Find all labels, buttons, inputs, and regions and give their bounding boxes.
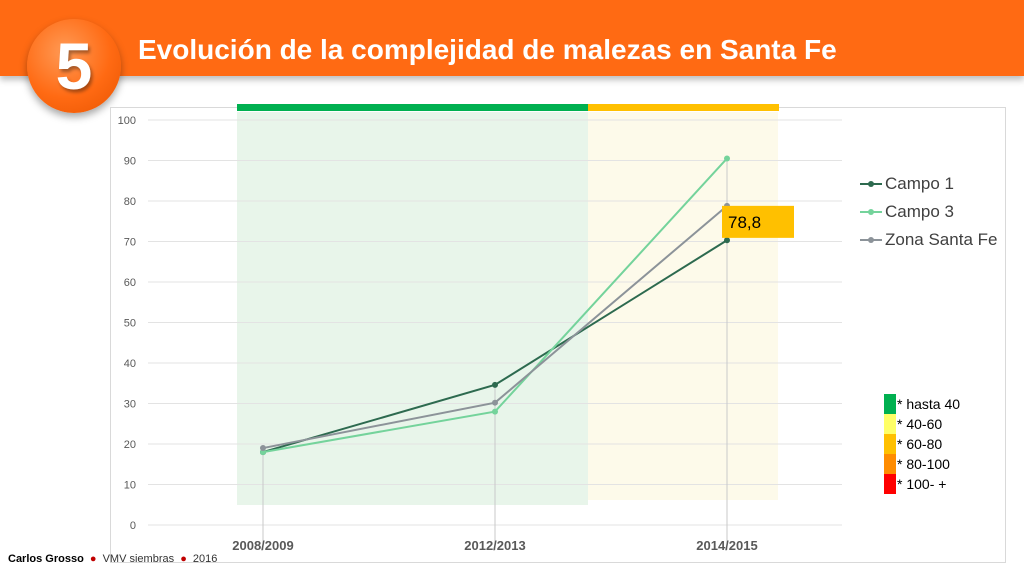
y-tick-label: 100 (118, 115, 136, 127)
footer-separator: ● (180, 553, 187, 565)
y-tick-label: 70 (124, 237, 136, 249)
legend-label-campo-1: Campo 1 (885, 174, 954, 193)
y-tick-label: 80 (124, 196, 136, 208)
scale-label: * 80-100 (897, 456, 950, 472)
scale-row-hasta-40: * hasta 40 (884, 394, 960, 414)
x-tick-label: 2014/2015 (696, 538, 757, 553)
legend-swatch-campo-3 (860, 209, 882, 215)
scale-swatch (884, 394, 896, 414)
chart-legend: Campo 1 Campo 3 Zona Santa Fe (860, 170, 997, 254)
scale-swatch (884, 454, 896, 474)
legend-label-campo-3: Campo 3 (885, 202, 954, 221)
scale-row-40-60: * 40-60 (884, 414, 960, 434)
legend-swatch-zona-santa-fe (860, 237, 882, 243)
legend-item-zona-santa-fe: Zona Santa Fe (860, 226, 997, 254)
annotation-label: 78,8 (728, 213, 761, 232)
footer-org: VMV siembras (102, 553, 175, 565)
scale-row-100-plus: * 100- + (884, 474, 960, 494)
y-tick-label: 90 (124, 156, 136, 168)
scale-swatch (884, 474, 896, 494)
y-tick-label: 10 (124, 480, 136, 492)
annotation-box (722, 205, 794, 238)
data-point (492, 399, 498, 406)
legend-item-campo-3: Campo 3 (860, 198, 997, 226)
slide-title: Evolución de la complejidad de malezas e… (138, 34, 837, 65)
data-point (260, 445, 266, 452)
legend-label-zona-santa-fe: Zona Santa Fe (885, 230, 998, 249)
data-point (492, 408, 498, 415)
slide-number-badge: 5 (27, 19, 121, 113)
data-point (724, 237, 730, 244)
scale-label: * 40-60 (897, 416, 943, 432)
slide-number: 5 (55, 29, 93, 103)
complexity-scale-legend: * hasta 40 * 40-60 * 60-80 * 80-100 * 10… (884, 394, 960, 494)
scale-row-60-80: * 60-80 (884, 434, 960, 454)
scale-label: * 100- + (897, 476, 947, 492)
y-tick-label: 0 (130, 520, 136, 532)
footer-year: 2016 (192, 553, 218, 565)
period-band (237, 112, 588, 505)
title-bar: Evolución de la complejidad de malezas e… (0, 0, 1024, 76)
y-tick-label: 60 (124, 277, 136, 289)
scale-swatch (884, 414, 896, 434)
y-tick-label: 50 (124, 318, 136, 330)
y-tick-label: 40 (124, 358, 136, 370)
footer: Carlos Grosso ● VMV siembras ● 2016 (8, 553, 217, 565)
data-point (492, 381, 498, 388)
y-tick-label: 20 (124, 439, 136, 451)
y-tick-label: 30 (124, 399, 136, 411)
period-bar (588, 104, 779, 111)
legend-swatch-campo-1 (860, 181, 882, 187)
data-point (724, 155, 730, 162)
legend-item-campo-1: Campo 1 (860, 170, 997, 198)
x-tick-label: 2008/2009 (232, 538, 293, 553)
scale-swatch (884, 434, 896, 454)
scale-label: * hasta 40 (897, 396, 961, 412)
period-band (588, 112, 778, 500)
footer-author: Carlos Grosso (8, 553, 84, 565)
x-tick-label: 2012/2013 (464, 538, 525, 553)
footer-separator: ● (89, 553, 97, 565)
scale-label: * 60-80 (897, 436, 943, 452)
scale-row-80-100: * 80-100 (884, 454, 960, 474)
period-bar (237, 104, 588, 111)
